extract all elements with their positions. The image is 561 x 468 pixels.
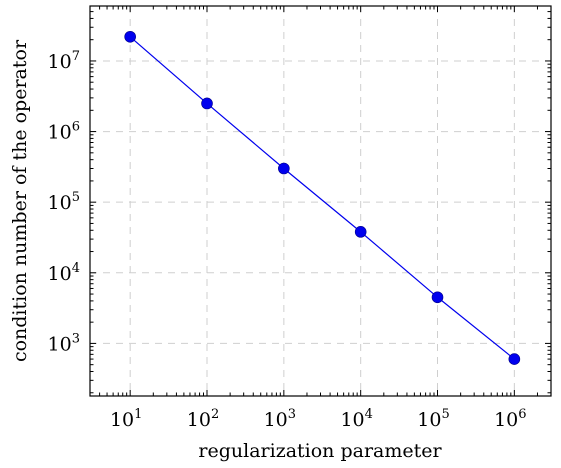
x-tick-exponent: 5 [441, 407, 449, 422]
data-point [201, 97, 213, 110]
data-point [431, 291, 444, 304]
x-tick-exponent: 6 [518, 407, 526, 422]
x-tick-exponent: 1 [134, 407, 142, 422]
x-tick-label: 101 [110, 407, 142, 431]
x-tick-base: 10 [110, 409, 134, 431]
y-tick-exponent: 7 [72, 49, 80, 64]
y-tick-base: 10 [48, 333, 72, 355]
y-tick-label: 106 [48, 120, 80, 144]
x-tick-base: 10 [340, 409, 364, 431]
grid [90, 6, 551, 396]
y-tick-base: 10 [48, 192, 72, 214]
x-tick-base: 10 [494, 409, 518, 431]
x-tick-base: 10 [417, 409, 441, 431]
minor-ticks [89, 5, 552, 396]
series-line [129, 36, 515, 360]
y-tick-label: 105 [48, 190, 80, 214]
y-tick-base: 10 [48, 51, 72, 73]
x-tick-label: 102 [187, 407, 219, 431]
x-tick-label: 104 [340, 407, 372, 431]
x-tick-label: 105 [417, 407, 449, 431]
x-tick-label: 106 [494, 407, 526, 431]
x-tick-exponent: 2 [211, 407, 219, 422]
y-tick-base: 10 [48, 263, 72, 285]
y-tick-exponent: 5 [72, 190, 80, 205]
x-tick-label: 103 [264, 407, 296, 431]
data-point [354, 226, 367, 238]
x-tick-exponent: 4 [365, 407, 373, 422]
x-tick-base: 10 [264, 409, 288, 431]
x-tick-labels: 101 102 103 104 105 106 [110, 407, 527, 431]
y-tick-label: 103 [48, 331, 80, 355]
plot-frame [89, 5, 552, 397]
y-tick-exponent: 6 [72, 120, 80, 135]
data-point [508, 353, 521, 365]
series-layer [124, 30, 521, 365]
y-tick-label: 104 [48, 261, 80, 285]
y-tick-exponent: 4 [72, 261, 80, 276]
y-tick-label: 107 [48, 49, 80, 73]
x-tick-exponent: 3 [288, 407, 296, 422]
y-tick-exponent: 3 [72, 331, 80, 346]
y-tick-base: 10 [48, 122, 72, 144]
data-point [278, 162, 290, 175]
x-tick-base: 10 [187, 409, 211, 431]
data-point [124, 30, 136, 43]
x-axis-title: regularization parameter [198, 440, 442, 462]
y-axis-title: condition number of the operator [9, 39, 31, 362]
major-ticks [90, 6, 551, 396]
